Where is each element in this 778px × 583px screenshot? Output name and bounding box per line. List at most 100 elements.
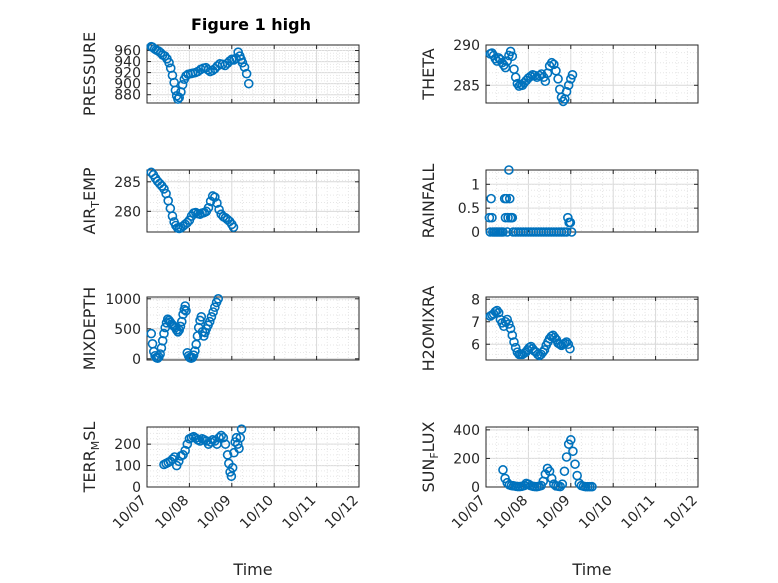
data-point bbox=[182, 439, 193, 449]
data-point bbox=[167, 454, 178, 464]
data-point bbox=[492, 305, 502, 316]
data-point bbox=[180, 301, 190, 311]
data-point bbox=[572, 470, 582, 481]
data-point bbox=[231, 432, 242, 443]
data-point bbox=[182, 217, 193, 228]
data-point bbox=[501, 193, 512, 204]
data-point bbox=[174, 92, 185, 103]
y-tick-label: 7 bbox=[471, 315, 480, 331]
data-point bbox=[181, 305, 191, 316]
data-point bbox=[173, 326, 183, 337]
y-axis-label: MIXDEPTH bbox=[80, 287, 99, 370]
x-tick-label: 10/10 bbox=[576, 493, 616, 533]
data-point bbox=[568, 446, 578, 457]
x-tick-label: 10/12 bbox=[322, 493, 362, 533]
data-point bbox=[220, 439, 231, 449]
data-point bbox=[546, 57, 557, 68]
data-point bbox=[549, 59, 559, 70]
y-tick-label: 0 bbox=[132, 352, 141, 368]
subplot-8: 0 200 400 10/07 10/08 10/09 10/10 10/11 10/12 Tim… bbox=[419, 421, 701, 579]
data-point bbox=[486, 193, 496, 204]
data-point bbox=[159, 328, 169, 339]
data-point bbox=[210, 192, 220, 202]
data-point bbox=[561, 227, 572, 237]
x-tick-label: 10/07 bbox=[449, 493, 489, 533]
data-point bbox=[214, 432, 224, 443]
y-tick-label: 285 bbox=[114, 175, 141, 191]
axes-box bbox=[485, 44, 699, 104]
data-point bbox=[241, 68, 252, 79]
data-point bbox=[504, 319, 514, 329]
y-tick-label: 400 bbox=[453, 423, 480, 439]
data-point bbox=[204, 316, 215, 327]
data-point bbox=[502, 56, 513, 66]
data-point bbox=[565, 217, 576, 228]
y-tick-label: 0 bbox=[471, 225, 480, 241]
y-axis-label: AIRTEMP bbox=[80, 167, 102, 234]
data-point bbox=[180, 445, 190, 456]
data-point bbox=[196, 311, 207, 322]
data-point bbox=[505, 323, 516, 334]
data-point bbox=[210, 302, 220, 313]
data-point bbox=[227, 462, 238, 473]
data-point bbox=[507, 330, 518, 341]
data-point bbox=[155, 349, 165, 359]
data-point bbox=[218, 432, 229, 443]
data-point bbox=[146, 328, 157, 339]
x-tick-label: 10/09 bbox=[195, 493, 235, 533]
y-tick-label: 290 bbox=[453, 38, 480, 54]
data-point bbox=[561, 86, 572, 97]
data-point bbox=[164, 57, 174, 68]
subplot-7: 0 100 200 10/07 10/08 10/09 10/10 10/11 10/12 Tim… bbox=[80, 422, 362, 579]
y-axis-label: PRESSURE bbox=[80, 32, 99, 116]
y-tick-label: 920 bbox=[114, 66, 141, 82]
data-point bbox=[236, 424, 247, 434]
data-point bbox=[555, 481, 566, 492]
x-tick-label: 10/09 bbox=[534, 493, 574, 533]
x-axis-label: Time bbox=[232, 560, 272, 579]
data-point bbox=[216, 430, 226, 441]
y-tick-label: 960 bbox=[114, 44, 141, 60]
axes-box bbox=[485, 169, 699, 233]
data-point bbox=[504, 193, 515, 204]
data-point bbox=[147, 338, 158, 349]
data-point bbox=[507, 212, 518, 223]
data-point bbox=[525, 71, 536, 82]
y-axis-label: TERRMSL bbox=[80, 422, 102, 494]
data-point bbox=[553, 74, 563, 84]
data-point bbox=[510, 72, 521, 83]
data-point bbox=[509, 64, 519, 74]
data-point bbox=[509, 337, 519, 347]
y-tick-label: 200 bbox=[453, 451, 480, 467]
data-point bbox=[177, 79, 188, 90]
data-point bbox=[170, 85, 181, 96]
data-point bbox=[505, 46, 516, 57]
data-point bbox=[205, 437, 216, 447]
data-point bbox=[210, 63, 220, 74]
data-point bbox=[160, 51, 170, 61]
subplot-3: 280 285 AIRTEMP bbox=[80, 167, 360, 235]
data-point bbox=[174, 456, 184, 467]
data-point bbox=[563, 212, 573, 223]
data-point bbox=[228, 222, 239, 233]
data-point bbox=[206, 311, 217, 322]
y-tick-label: 200 bbox=[114, 437, 141, 453]
data-point bbox=[487, 212, 497, 223]
data-point bbox=[498, 227, 508, 237]
data-point bbox=[563, 339, 574, 350]
y-axis-label: RAINFALL bbox=[419, 164, 438, 239]
figure-title: Figure 1 high bbox=[191, 15, 311, 34]
y-tick-label: 1000 bbox=[105, 292, 141, 308]
y-tick-label: 6 bbox=[471, 337, 480, 353]
data-point bbox=[529, 70, 540, 81]
data-point bbox=[234, 443, 244, 454]
y-tick-label: 1 bbox=[471, 177, 480, 193]
subplot-2: 285 290 THETA bbox=[419, 38, 699, 107]
y-tick-label: 0 bbox=[132, 480, 141, 496]
axes-box bbox=[485, 296, 699, 361]
y-tick-label: 880 bbox=[114, 88, 141, 104]
y-tick-label: 100 bbox=[114, 459, 141, 475]
data-point bbox=[498, 465, 508, 475]
data-point bbox=[237, 57, 248, 68]
